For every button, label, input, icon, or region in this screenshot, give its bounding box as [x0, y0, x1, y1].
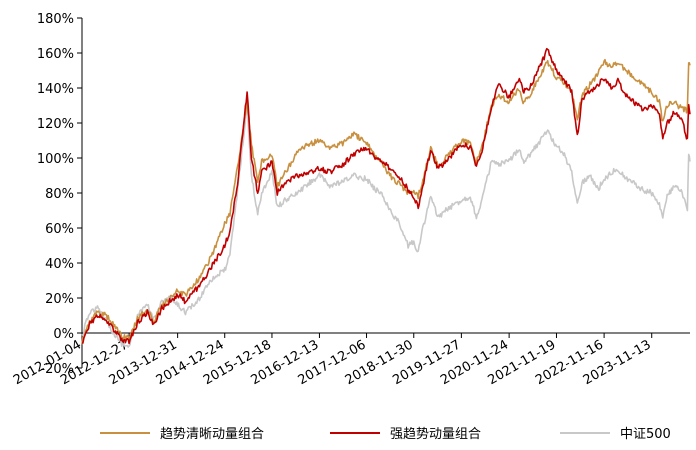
x-axis: 2012-01-042012-12-272013-12-312014-12-24…	[11, 332, 690, 388]
series-layer	[81, 47, 691, 348]
y-tick-label: -20%	[40, 362, 74, 377]
legend-label-1: 强趋势动量组合	[390, 426, 481, 442]
y-tick-label: 100%	[37, 152, 74, 167]
legend-label-2: 中证500	[620, 427, 671, 442]
series-line-0	[81, 58, 691, 345]
y-tick-label: 140%	[37, 82, 74, 97]
y-tick-label: 20%	[45, 292, 74, 307]
y-tick-label: 40%	[45, 257, 74, 272]
legend-label-0: 趋势清晰动量组合	[160, 426, 264, 442]
y-tick-label: 160%	[37, 47, 74, 62]
y-tick-label: 180%	[37, 12, 74, 27]
series-line-2	[81, 105, 691, 348]
y-tick-label: 120%	[37, 117, 74, 132]
y-tick-label: 80%	[45, 187, 74, 202]
y-tick-label: 0%	[53, 327, 74, 342]
y-tick-label: 60%	[45, 222, 74, 237]
y-axis: -20% 0% 20% 40% 60% 80% 100% 120% 140% 160% 180%	[37, 12, 83, 377]
series-line-1	[81, 47, 691, 345]
legend: 趋势清晰动量组合 强趋势动量组合 中证500	[100, 426, 671, 442]
